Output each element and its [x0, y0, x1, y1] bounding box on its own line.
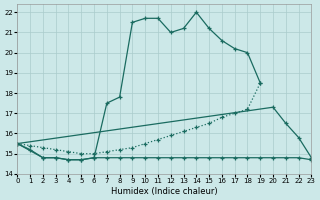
X-axis label: Humidex (Indice chaleur): Humidex (Indice chaleur) [111, 187, 218, 196]
